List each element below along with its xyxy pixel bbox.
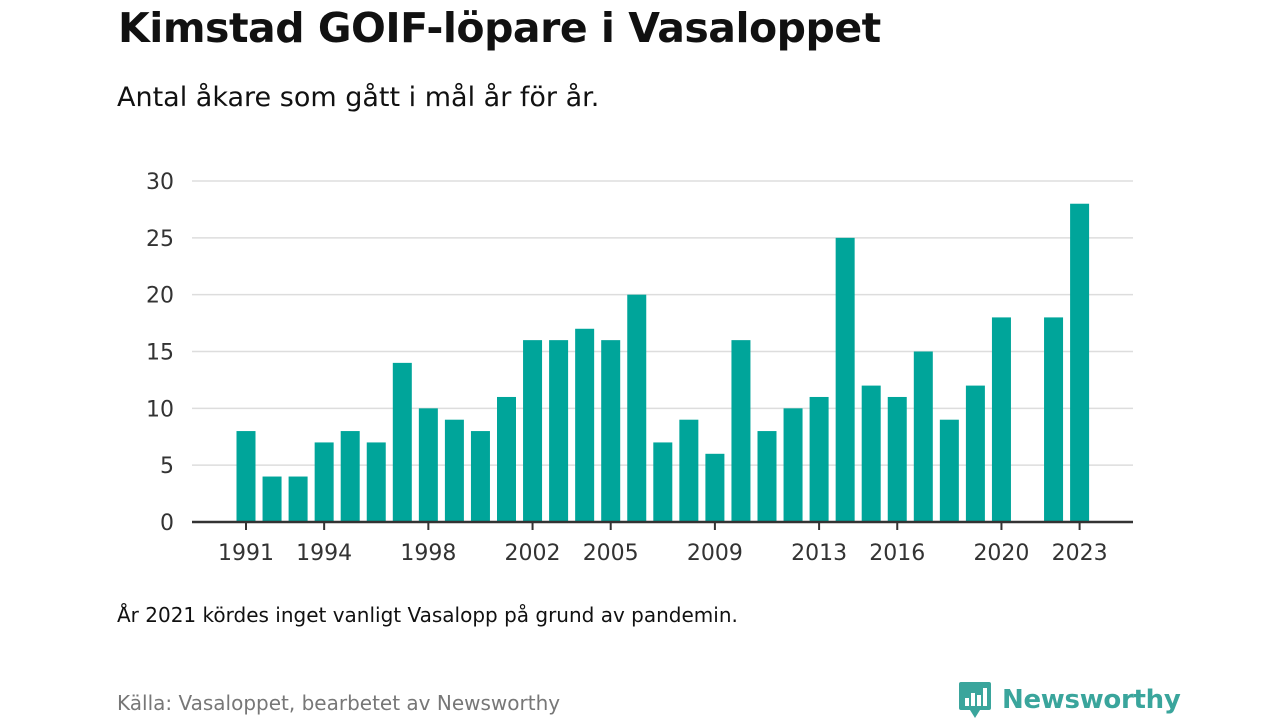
- x-tick-label: 2020: [973, 541, 1029, 566]
- bar-1994: [314, 442, 334, 522]
- chart-title: Kimstad GOIF-löpare i Vasaloppet: [118, 4, 881, 52]
- bar-2022: [1044, 317, 1064, 522]
- bar-2012: [783, 408, 803, 522]
- bar-2017: [913, 351, 933, 522]
- bar-2002: [523, 340, 543, 522]
- bar-2020: [991, 317, 1011, 522]
- source-text: Källa: Vasaloppet, bearbetet av Newswort…: [117, 691, 561, 715]
- x-tick-label: 2002: [505, 541, 561, 566]
- bars: [236, 203, 1090, 523]
- bar-2008: [679, 419, 699, 522]
- x-tick-label: 2013: [791, 541, 847, 566]
- bar-2001: [497, 396, 516, 522]
- bar-1999: [444, 419, 464, 522]
- x-tick-label: 1991: [218, 541, 274, 566]
- bar-2006: [627, 294, 647, 522]
- x-tick-label: 2005: [583, 541, 639, 566]
- brand-name: Newsworthy: [1002, 685, 1181, 715]
- bar-2014: [835, 237, 855, 523]
- bar-2009: [705, 453, 725, 522]
- x-tick-label: 1998: [400, 541, 456, 566]
- x-axis-labels: 1991 1994 1998 2002 2005 2009 2013 2016 2020 2023: [218, 541, 1108, 566]
- bar-1995: [340, 431, 360, 522]
- bar-1996: [366, 442, 386, 522]
- bar-2004: [575, 328, 595, 522]
- y-tick-label: 30: [146, 170, 174, 195]
- newsworthy-logo: Newsworthy: [958, 680, 1181, 720]
- footnote: År 2021 kördes inget vanligt Vasalopp på…: [117, 603, 738, 627]
- bar-1992: [262, 476, 282, 522]
- x-tick-label: 2023: [1052, 541, 1108, 566]
- bar-1993: [288, 476, 308, 522]
- y-axis-labels: 0 5 10 15 20 25 30: [146, 170, 174, 536]
- bar-2023: [1070, 203, 1090, 522]
- x-tick-label: 2009: [687, 541, 743, 566]
- bar-chart: 0 5 10 15 20 25 30 1991 1994 1998 2002 2005 2009 201…: [146, 170, 1133, 566]
- bar-2003: [549, 340, 569, 522]
- gridlines: [192, 180, 1133, 466]
- y-tick-label: 5: [160, 454, 174, 479]
- y-tick-label: 25: [146, 227, 174, 252]
- y-tick-label: 0: [160, 511, 174, 536]
- bar-2011: [757, 431, 777, 522]
- bar-2005: [601, 340, 621, 522]
- bar-1998: [418, 408, 438, 522]
- bar-2015: [861, 385, 881, 522]
- x-tick-label: 1994: [296, 541, 352, 566]
- bar-2007: [653, 442, 673, 522]
- bar-2016: [887, 396, 907, 522]
- y-tick-label: 15: [146, 341, 174, 366]
- y-tick-label: 20: [146, 284, 174, 309]
- bar-2013: [809, 396, 829, 522]
- x-tick-label: 2016: [869, 541, 925, 566]
- chart-subtitle: Antal åkare som gått i mål år för år.: [117, 82, 600, 113]
- bar-2018: [939, 419, 959, 522]
- bar-2010: [731, 340, 751, 522]
- bar-1991: [236, 431, 256, 522]
- newsworthy-chart-icon: [959, 682, 991, 718]
- bar-2000: [470, 431, 490, 522]
- bar-2019: [965, 385, 985, 522]
- x-axis: [192, 520, 1133, 530]
- y-tick-label: 10: [146, 397, 174, 422]
- bar-1997: [392, 362, 412, 522]
